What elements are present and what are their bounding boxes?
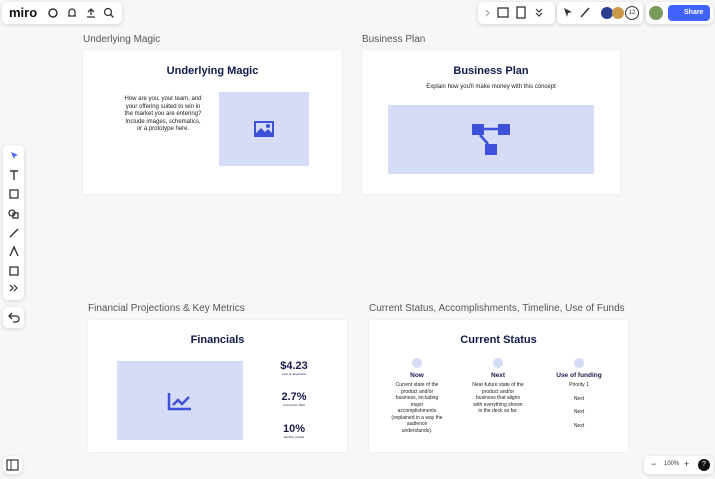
frame-body: How are you, your team, and your offerin… <box>124 96 202 132</box>
frame[interactable]: Current Status Now Current state of the … <box>369 320 628 452</box>
collab-icons <box>485 6 543 19</box>
frame-title: Underlying Magic <box>166 65 259 77</box>
panel-toggle[interactable] <box>3 456 22 474</box>
metric-value: 2.7% <box>281 391 307 403</box>
frame-label[interactable]: Financial Projections & Key Metrics <box>88 303 245 314</box>
column-heading: Now <box>410 372 424 379</box>
funding-item: Next <box>573 395 585 402</box>
undo-toolbar <box>3 307 24 328</box>
frame-label[interactable]: Underlying Magic <box>83 34 161 45</box>
frame-label[interactable]: Business Plan <box>362 34 426 45</box>
more-tools[interactable] <box>9 284 18 292</box>
metric-caption: Conversion Rate <box>282 403 306 407</box>
funding-item: Next <box>573 409 585 415</box>
metric-caption: Cost of acquisition <box>281 372 307 376</box>
share-toolbar: Share <box>646 2 713 24</box>
tools-toolbar <box>3 145 24 300</box>
column-heading: Use of funding <box>556 372 602 379</box>
text-tool[interactable] <box>10 170 18 180</box>
metric: 2.7% Conversion Rate <box>268 391 320 407</box>
toolbar-icons <box>48 7 114 18</box>
pen-tool[interactable] <box>9 245 19 257</box>
presence-toolbar: 12 <box>557 2 643 24</box>
metric-value: $4.23 <box>280 360 308 372</box>
status-column: Use of funding Priority 1 Next Next Next <box>551 358 607 430</box>
frame[interactable]: Business Plan Explain how you'll make mo… <box>362 50 620 194</box>
reaction-icon[interactable] <box>580 7 590 18</box>
image-icon <box>254 121 274 137</box>
comment-icon[interactable] <box>497 7 509 18</box>
status-column: Next Near-future state of the product an… <box>472 358 524 415</box>
column-text: Near-future state of the product and/or … <box>472 382 524 414</box>
image-placeholder <box>388 105 594 174</box>
funding-item: Next <box>573 422 585 429</box>
frame-title: Financials <box>190 334 245 346</box>
tool-icons <box>8 152 19 292</box>
frame-tool[interactable] <box>9 266 19 276</box>
avatar[interactable] <box>601 7 613 19</box>
settings-icon[interactable] <box>48 8 58 18</box>
more-icon[interactable] <box>535 8 543 17</box>
collab-toolbar <box>478 2 555 24</box>
main-toolbar: miro <box>2 2 122 24</box>
zoom-toolbar: − 100% + ? <box>644 456 713 474</box>
column-text: Current state of the product and/or busi… <box>391 382 443 434</box>
metric-value: 10% <box>282 423 306 435</box>
zoom-in[interactable]: + <box>684 459 690 469</box>
zoom-level[interactable]: 100% <box>664 461 680 467</box>
notifications-icon[interactable] <box>68 8 76 17</box>
image-placeholder <box>219 92 309 166</box>
line-tool[interactable] <box>9 228 19 238</box>
metric: $4.23 Cost of acquisition <box>268 360 320 376</box>
funding-item: Priority 1 <box>569 382 589 388</box>
cursor-icon[interactable] <box>564 8 572 17</box>
metric: 10% Monthly growth <box>268 423 320 439</box>
share-button[interactable]: Share <box>668 5 710 21</box>
image-placeholder <box>117 361 243 440</box>
logo[interactable]: miro <box>9 5 38 20</box>
frame-title: Business Plan <box>453 65 529 77</box>
collaborator-count[interactable]: 12 <box>625 6 639 20</box>
zoom-out[interactable]: − <box>651 459 657 469</box>
metric-caption: Monthly growth <box>283 435 305 439</box>
select-tool[interactable] <box>11 152 18 159</box>
frame[interactable]: Underlying Magic How are you, your team,… <box>83 50 342 194</box>
notes-icon[interactable] <box>516 6 526 19</box>
user-avatar[interactable] <box>649 6 663 20</box>
frame-label[interactable]: Current Status, Accomplishments, Timelin… <box>369 303 625 314</box>
sticky-tool[interactable] <box>9 189 19 199</box>
help-button[interactable]: ? <box>698 459 710 471</box>
undo-icon[interactable] <box>3 307 24 328</box>
frame[interactable]: Financials $4.23 Cost of acquisition 2.7%… <box>88 320 347 452</box>
presence-icons <box>564 7 613 19</box>
search-icon[interactable] <box>103 7 113 17</box>
avatar[interactable] <box>612 7 624 19</box>
frame-body: Explain how you'll make money with this … <box>426 84 556 90</box>
status-column: Now Current state of the product and/or … <box>391 358 443 434</box>
export-icon[interactable] <box>87 8 95 18</box>
chart-icon <box>167 393 191 411</box>
frame-title: Current Status <box>460 334 537 346</box>
diagram-icon <box>472 124 510 155</box>
column-heading: Next <box>490 372 506 379</box>
